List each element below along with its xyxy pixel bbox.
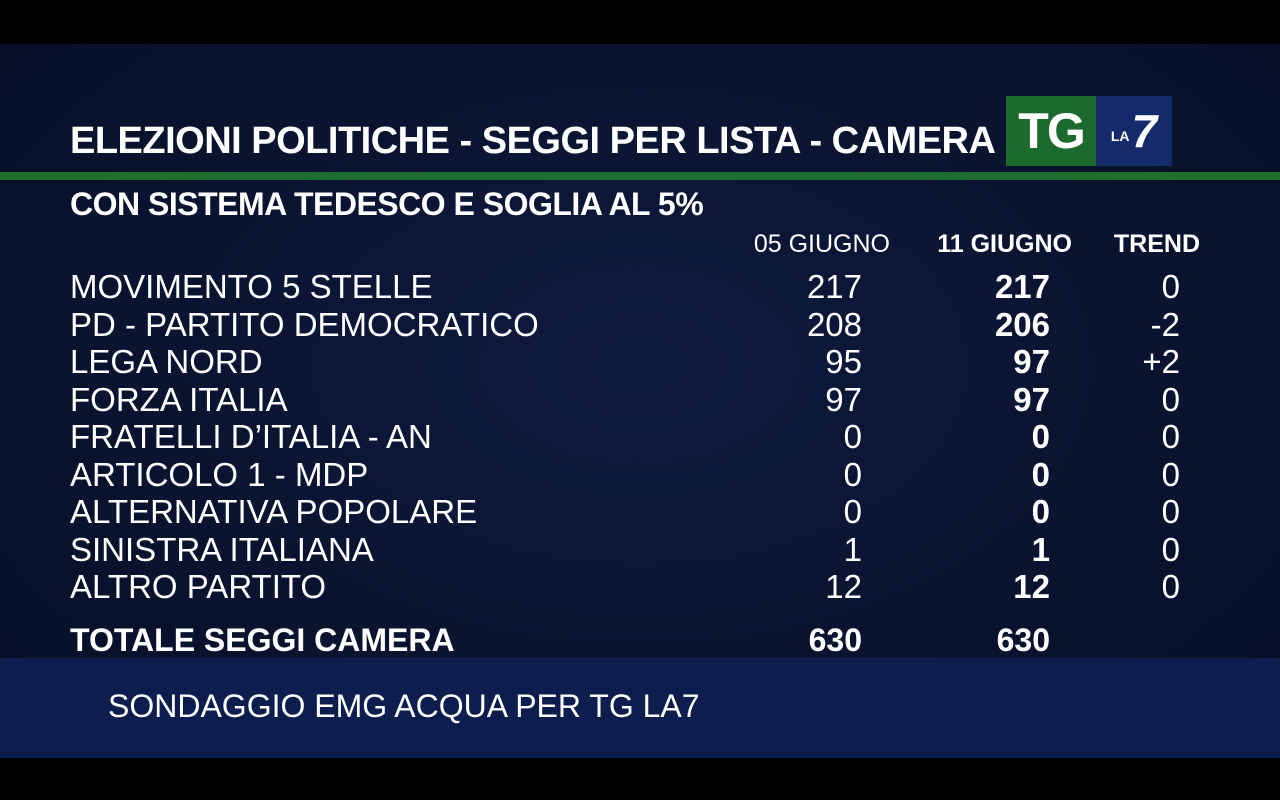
trend-value: +2: [1142, 343, 1180, 380]
trend-value: 0: [1161, 268, 1180, 305]
page-title: ELEZIONI POLITICHE - SEGGI PER LISTA - C…: [70, 120, 996, 162]
seats-05-giugno: 0: [843, 455, 862, 493]
column-header-trend: TREND: [1113, 230, 1200, 258]
party-name: FRATELLI D’ITALIA - AN: [70, 418, 432, 455]
party-name: ARTICOLO 1 - MDP: [70, 455, 369, 493]
table-row: FORZA ITALIA 97 97 0: [0, 381, 1280, 419]
table-row: MOVIMENTO 5 STELLE 217 217 0: [0, 268, 1280, 306]
table-row: FRATELLI D’ITALIA - AN 0 0 0: [0, 418, 1280, 456]
table-row: SINISTRA ITALIANA 1 1 0: [0, 531, 1280, 569]
party-name: ALTRO PARTITO: [70, 568, 327, 605]
seats-11-giugno: 0: [1031, 418, 1050, 455]
seats-11-giugno: 206: [994, 305, 1050, 343]
tg-la7-logo: TG LA 7: [1006, 96, 1172, 166]
party-name: LEGA NORD: [70, 343, 263, 380]
trend-value: 0: [1161, 568, 1180, 605]
footer-band: [0, 658, 1280, 758]
table-row: ARTICOLO 1 - MDP 0 0 0: [0, 456, 1280, 494]
seats-11-giugno: 217: [994, 268, 1050, 305]
seats-05-giugno: 0: [843, 493, 862, 530]
logo-la7: LA 7: [1096, 96, 1172, 166]
column-header-11-giugno: 11 GIUGNO: [937, 230, 1072, 258]
total-05-giugno: 630: [808, 622, 862, 658]
source-caption: SONDAGGIO EMG ACQUA PER TG LA7: [108, 688, 700, 724]
trend-value: 0: [1161, 418, 1180, 455]
table-row: LEGA NORD 95 97 +2: [0, 343, 1280, 381]
seats-05-giugno: 95: [825, 343, 862, 380]
trend-value: 0: [1161, 530, 1180, 568]
total-label: TOTALE SEGGI CAMERA: [70, 622, 455, 658]
seats-11-giugno: 12: [1013, 568, 1050, 605]
column-header-05-giugno: 05 GIUGNO: [753, 230, 890, 258]
seats-05-giugno: 97: [825, 380, 862, 418]
broadcast-screen: ELEZIONI POLITICHE - SEGGI PER LISTA - C…: [0, 44, 1280, 758]
seats-05-giugno: 1: [843, 530, 862, 568]
party-name: ALTERNATIVA POPOLARE: [70, 493, 478, 530]
table-row: ALTRO PARTITO 12 12 0: [0, 568, 1280, 606]
seats-11-giugno: 1: [1031, 530, 1050, 568]
seats-05-giugno: 12: [825, 568, 862, 605]
logo-la: LA: [1110, 128, 1130, 144]
seats-11-giugno: 97: [1013, 380, 1050, 418]
party-name: PD - PARTITO DEMOCRATICO: [70, 305, 539, 343]
seats-05-giugno: 217: [806, 268, 862, 305]
logo-tg: TG: [1006, 96, 1096, 166]
trend-value: -2: [1150, 305, 1180, 343]
table-row: PD - PARTITO DEMOCRATICO 208 206 -2: [0, 306, 1280, 344]
total-11-giugno: 630: [996, 622, 1050, 658]
table-row: ALTERNATIVA POPOLARE 0 0 0: [0, 493, 1280, 531]
seats-11-giugno: 0: [1031, 493, 1050, 530]
green-divider: [0, 172, 1280, 180]
seats-table: MOVIMENTO 5 STELLE 217 217 0 PD - PARTITO DE…: [0, 268, 1280, 606]
party-name: MOVIMENTO 5 STELLE: [70, 268, 433, 305]
trend-value: 0: [1161, 455, 1180, 493]
party-name: SINISTRA ITALIANA: [70, 530, 374, 568]
logo-seven: 7: [1131, 105, 1158, 157]
trend-value: 0: [1161, 380, 1180, 418]
trend-value: 0: [1161, 493, 1180, 530]
page-subtitle: CON SISTEMA TEDESCO E SOGLIA AL 5%: [70, 186, 704, 222]
party-name: FORZA ITALIA: [70, 380, 288, 418]
seats-11-giugno: 0: [1031, 455, 1050, 493]
total-row: TOTALE SEGGI CAMERA 630 630: [0, 620, 1280, 660]
seats-11-giugno: 97: [1013, 343, 1050, 380]
seats-05-giugno: 0: [843, 418, 862, 455]
seats-05-giugno: 208: [806, 305, 862, 343]
